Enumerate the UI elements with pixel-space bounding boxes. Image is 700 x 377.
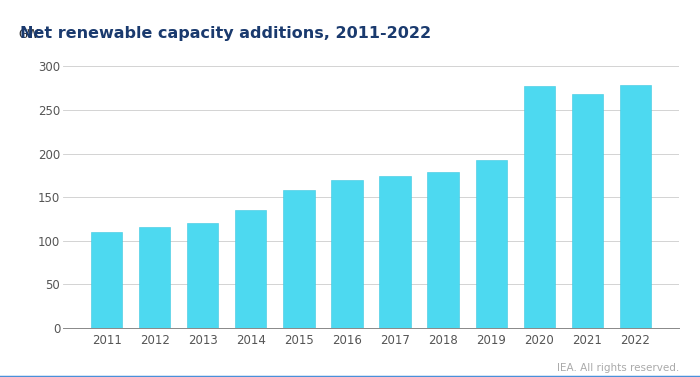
Bar (331, 180, 363, 328)
Bar (572, 94, 603, 328)
Y-axis label: GW: GW (19, 28, 39, 41)
Bar (524, 86, 555, 328)
Bar (379, 176, 411, 328)
Bar (235, 210, 267, 328)
Bar (428, 172, 458, 328)
Bar (284, 190, 314, 328)
Text: IEA. All rights reserved.: IEA. All rights reserved. (556, 363, 679, 373)
Text: Net renewable capacity additions, 2011-2022: Net renewable capacity additions, 2011-2… (20, 26, 431, 41)
Bar (139, 227, 170, 328)
Bar (187, 222, 218, 328)
Bar (620, 85, 651, 328)
Bar (475, 160, 507, 328)
Bar (91, 232, 122, 328)
